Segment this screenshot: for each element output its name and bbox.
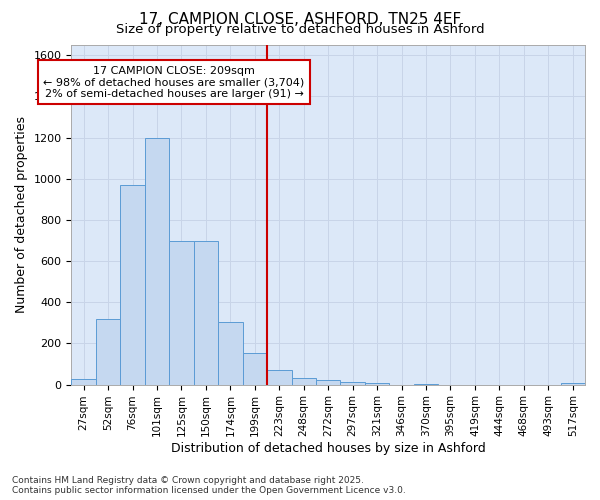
Bar (145, 138, 169, 384)
X-axis label: Distribution of detached houses by size in Ashford: Distribution of detached houses by size … (171, 442, 485, 455)
Bar (169, 240, 194, 384)
Y-axis label: Number of detached properties: Number of detached properties (15, 116, 28, 314)
Text: 17 CAMPION CLOSE: 209sqm
← 98% of detached houses are smaller (3,704)
2% of semi: 17 CAMPION CLOSE: 209sqm ← 98% of detach… (43, 66, 305, 99)
Bar (96, 318, 121, 384)
Text: Contains HM Land Registry data © Crown copyright and database right 2025.
Contai: Contains HM Land Registry data © Crown c… (12, 476, 406, 495)
Bar (365, 383, 389, 384)
Bar (121, 185, 145, 384)
Bar (194, 240, 218, 384)
Bar (316, 380, 340, 384)
Bar (560, 382, 585, 384)
Bar (267, 370, 292, 384)
Text: 17, CAMPION CLOSE, ASHFORD, TN25 4EF: 17, CAMPION CLOSE, ASHFORD, TN25 4EF (139, 12, 461, 28)
Bar (340, 382, 365, 384)
Bar (218, 322, 242, 384)
Bar (71, 380, 96, 384)
Bar (242, 352, 267, 384)
Bar (292, 378, 316, 384)
Text: Size of property relative to detached houses in Ashford: Size of property relative to detached ho… (116, 22, 484, 36)
